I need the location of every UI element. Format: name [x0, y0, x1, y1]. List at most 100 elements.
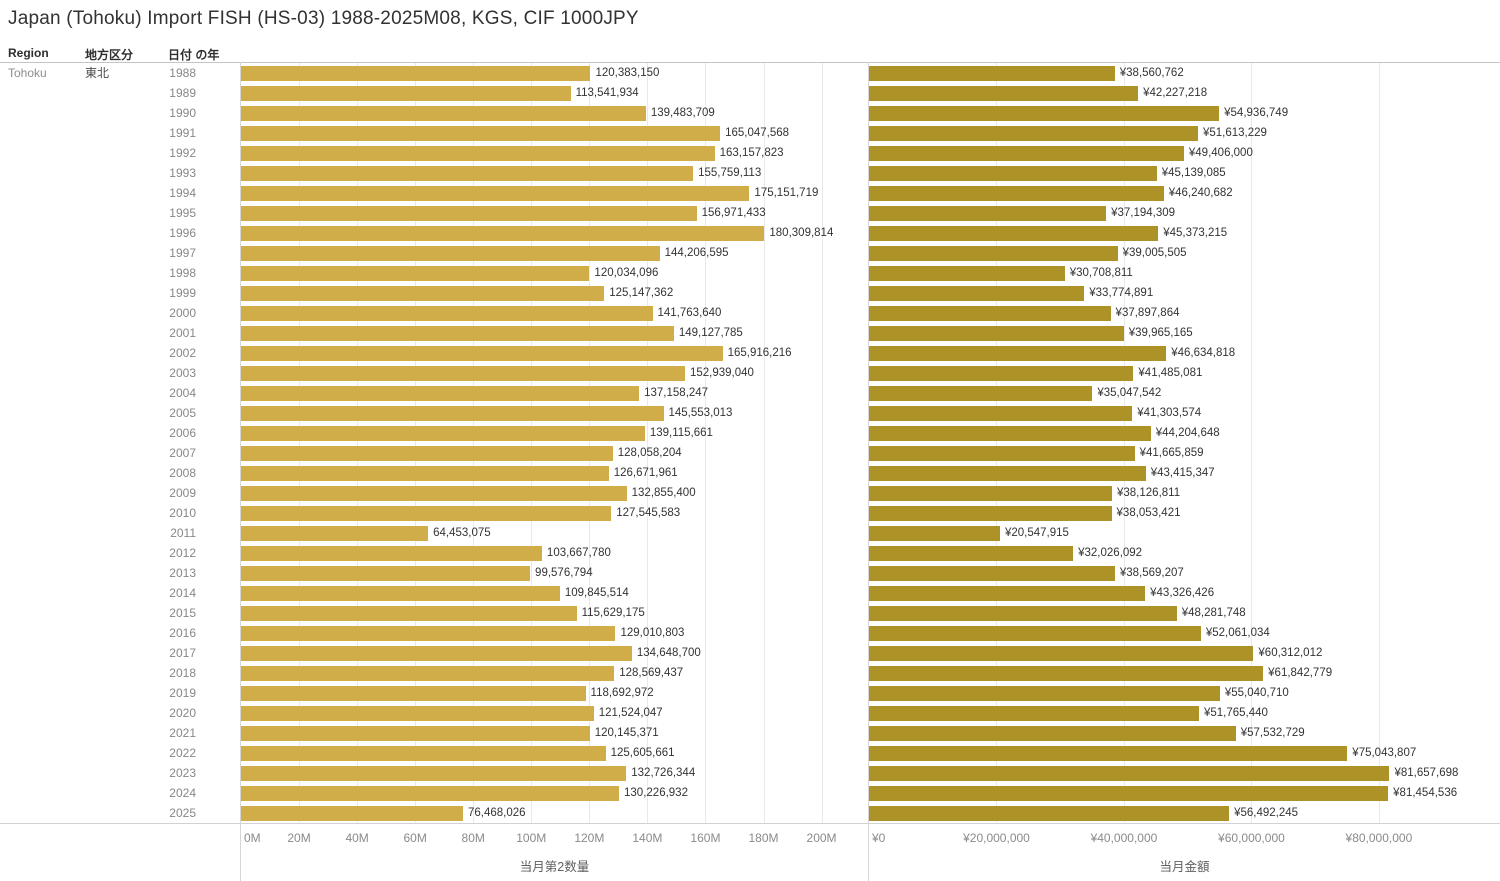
quantity-bar[interactable] [241, 365, 685, 381]
amount-bar[interactable] [869, 205, 1107, 221]
quantity-bar[interactable] [241, 285, 605, 301]
bar-value-label: 115,629,175 [581, 607, 645, 619]
amount-bar[interactable] [869, 465, 1146, 481]
bar-value-label: 130,226,932 [624, 787, 688, 799]
quantity-bar[interactable] [241, 405, 664, 421]
amount-bar[interactable] [869, 325, 1124, 341]
amount-bar[interactable] [869, 145, 1184, 161]
amount-bar[interactable] [869, 545, 1074, 561]
bar-row: ¥35,047,542 [869, 383, 1500, 403]
quantity-bar[interactable] [241, 805, 463, 821]
quantity-bar[interactable] [241, 525, 429, 541]
year-label: 1989 [169, 86, 196, 100]
bar-row: ¥55,040,710 [869, 683, 1500, 703]
amount-bar[interactable] [869, 565, 1115, 581]
amount-bar[interactable] [869, 265, 1065, 281]
quantity-bar[interactable] [241, 165, 694, 181]
quantity-bar[interactable] [241, 705, 594, 721]
amount-bar[interactable] [869, 525, 1000, 541]
quantity-bar[interactable] [241, 245, 660, 261]
bar-row: ¥39,005,505 [869, 243, 1500, 263]
gridline [473, 63, 475, 823]
amount-bar[interactable] [869, 725, 1236, 741]
quantity-bar[interactable] [241, 605, 577, 621]
bar-value-label: 165,047,568 [725, 127, 790, 139]
quantity-bar[interactable] [241, 185, 750, 201]
quantity-bar[interactable] [241, 645, 632, 661]
amount-bar[interactable] [869, 605, 1177, 621]
quantity-bar[interactable] [241, 425, 645, 441]
quantity-bar[interactable] [241, 505, 612, 521]
bar-row: 120,034,096 [241, 263, 868, 283]
quantity-bar[interactable] [241, 465, 609, 481]
amount-bar[interactable] [869, 385, 1093, 401]
amount-bar[interactable] [869, 745, 1348, 761]
quantity-bar[interactable] [241, 225, 765, 241]
year-label: 2017 [169, 646, 196, 660]
amount-bar[interactable] [869, 805, 1230, 821]
bar-value-label: ¥51,613,229 [1202, 127, 1267, 139]
quantity-bar[interactable] [241, 445, 613, 461]
amount-bar[interactable] [869, 665, 1264, 681]
amount-bar[interactable] [869, 345, 1167, 361]
quantity-bar[interactable] [241, 85, 571, 101]
quantity-bar[interactable] [241, 105, 646, 121]
gridline [357, 63, 359, 823]
amount-axis-ticks: ¥0 ¥20,000,000 ¥40,000,000 ¥60,000,000 ¥80,0… [869, 831, 1500, 847]
quantity-bar[interactable] [241, 625, 616, 641]
amount-bar[interactable] [869, 485, 1112, 501]
quantity-bar[interactable] [241, 305, 653, 321]
quantity-bar[interactable] [241, 745, 606, 761]
amount-bar[interactable] [869, 65, 1115, 81]
quantity-bar[interactable] [241, 385, 640, 401]
quantity-bar[interactable] [241, 685, 586, 701]
year-label: 2003 [169, 366, 196, 380]
quantity-bar[interactable] [241, 545, 542, 561]
amount-bar[interactable] [869, 625, 1201, 641]
amount-bar[interactable] [869, 645, 1254, 661]
axis-tick-label: ¥20,000,000 [963, 831, 1030, 845]
amount-bar[interactable] [869, 165, 1157, 181]
quantity-bar[interactable] [241, 665, 615, 681]
amount-bar[interactable] [869, 765, 1390, 781]
quantity-bar[interactable] [241, 205, 697, 221]
quantity-bar[interactable] [241, 785, 620, 801]
amount-bar[interactable] [869, 585, 1146, 601]
amount-bar[interactable] [869, 425, 1151, 441]
amount-bar[interactable] [869, 365, 1134, 381]
amount-bar[interactable] [869, 405, 1133, 421]
bar-value-label: ¥56,492,245 [1234, 807, 1299, 819]
column-header-year: 日付 の年 [168, 48, 220, 62]
amount-bar[interactable] [869, 785, 1389, 801]
amount-bar[interactable] [869, 285, 1085, 301]
quantity-bar[interactable] [241, 265, 590, 281]
amount-bar[interactable] [869, 445, 1135, 461]
amount-bar[interactable] [869, 685, 1220, 701]
quantity-bar[interactable] [241, 125, 721, 141]
amount-bar[interactable] [869, 305, 1111, 321]
amount-bar[interactable] [869, 85, 1139, 101]
quantity-bar[interactable] [241, 725, 590, 741]
gridline [299, 63, 301, 823]
quantity-bar[interactable] [241, 325, 674, 341]
amount-bar[interactable] [869, 105, 1220, 121]
quantity-bar[interactable] [241, 485, 627, 501]
amount-bar[interactable] [869, 245, 1118, 261]
quantity-bar[interactable] [241, 145, 715, 161]
quantity-bar[interactable] [241, 585, 560, 601]
quantity-bar[interactable] [241, 765, 627, 781]
header-divider-line [0, 62, 1500, 63]
quantity-bar[interactable] [241, 345, 723, 361]
bar-value-label: ¥48,281,748 [1181, 607, 1246, 619]
amount-bar[interactable] [869, 185, 1164, 201]
bar-row: 120,383,150 [241, 63, 868, 83]
amount-bar[interactable] [869, 225, 1159, 241]
amount-bar[interactable] [869, 125, 1198, 141]
bar-row: ¥46,240,682 [869, 183, 1500, 203]
bar-row: ¥81,657,698 [869, 763, 1500, 783]
quantity-bar[interactable] [241, 65, 591, 81]
quantity-bar[interactable] [241, 565, 531, 581]
amount-bar[interactable] [869, 505, 1112, 521]
gridline [415, 63, 417, 823]
amount-bar[interactable] [869, 705, 1199, 721]
